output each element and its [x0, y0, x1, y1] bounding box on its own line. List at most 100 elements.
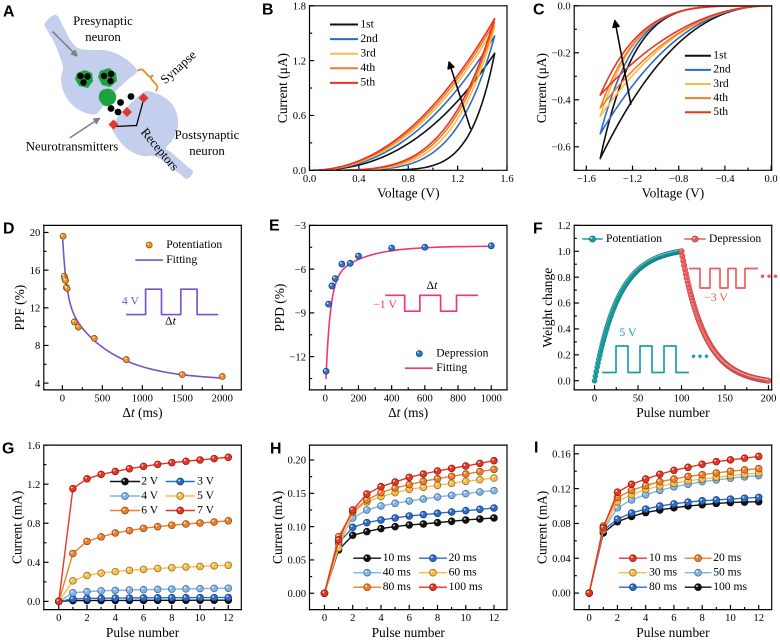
- svg-text:Voltage (V): Voltage (V): [642, 186, 705, 201]
- svg-text:Current (mA): Current (mA): [9, 491, 24, 564]
- svg-text:1.2: 1.2: [293, 56, 306, 67]
- svg-text:0.0: 0.0: [557, 376, 570, 387]
- svg-text:Potentiation: Potentiation: [606, 232, 662, 245]
- svg-text:neuron: neuron: [189, 144, 225, 158]
- svg-text:5th: 5th: [360, 76, 375, 89]
- svg-text:G: G: [2, 441, 14, 458]
- svg-text:0.0: 0.0: [557, 1, 570, 12]
- svg-text:0.12: 0.12: [552, 484, 571, 495]
- svg-text:I: I: [534, 440, 538, 457]
- svg-text:5 V: 5 V: [619, 325, 637, 339]
- svg-text:Fitting: Fitting: [436, 361, 467, 374]
- svg-text:0.6: 0.6: [293, 111, 306, 122]
- svg-text:1.2: 1.2: [27, 480, 40, 491]
- svg-text:PPD (%): PPD (%): [272, 284, 287, 332]
- svg-text:Fitting: Fitting: [166, 253, 197, 266]
- svg-text:0.00: 0.00: [552, 589, 571, 600]
- svg-text:1st: 1st: [360, 17, 374, 30]
- svg-text:0.8: 0.8: [557, 273, 570, 284]
- svg-text:0.0: 0.0: [764, 174, 777, 185]
- svg-text:2: 2: [84, 613, 89, 624]
- svg-text:10: 10: [195, 613, 206, 624]
- svg-text:100 ms: 100 ms: [713, 580, 747, 593]
- svg-text:50: 50: [633, 393, 644, 404]
- svg-text:−9: −9: [295, 309, 306, 320]
- svg-text:2000: 2000: [212, 393, 233, 404]
- svg-text:40 ms: 40 ms: [383, 565, 412, 578]
- svg-text:100: 100: [674, 393, 690, 404]
- svg-text:Δ t: Δ t: [427, 269, 440, 294]
- svg-text:−0.2: −0.2: [552, 48, 571, 59]
- svg-text:0: 0: [323, 393, 328, 404]
- svg-text:2: 2: [350, 613, 355, 624]
- svg-text:−0.8: −0.8: [669, 174, 688, 185]
- svg-text:−0.6: −0.6: [552, 142, 571, 153]
- svg-text:50 ms: 50 ms: [713, 565, 742, 578]
- svg-text:−3: −3: [295, 221, 306, 232]
- svg-text:H: H: [270, 441, 281, 458]
- svg-text:800: 800: [450, 393, 466, 404]
- svg-text:−1.2: −1.2: [623, 174, 642, 185]
- svg-text:10: 10: [725, 613, 736, 624]
- svg-text:Postsynaptic: Postsynaptic: [175, 128, 240, 142]
- svg-text:0.0: 0.0: [293, 166, 306, 177]
- svg-text:E: E: [269, 218, 280, 235]
- svg-text:Pulse number: Pulse number: [636, 625, 710, 640]
- svg-text:500: 500: [94, 393, 110, 404]
- svg-text:12: 12: [489, 613, 500, 624]
- svg-text:A: A: [3, 4, 15, 21]
- svg-text:8: 8: [700, 613, 705, 624]
- svg-text:3rd: 3rd: [713, 77, 729, 90]
- svg-text:12: 12: [753, 613, 764, 624]
- svg-text:6 V: 6 V: [141, 503, 158, 516]
- svg-text:150: 150: [717, 393, 733, 404]
- svg-text:neuron: neuron: [85, 30, 121, 44]
- svg-text:0.0: 0.0: [27, 597, 40, 608]
- svg-text:Pulse number: Pulse number: [636, 405, 710, 420]
- svg-text:0.4: 0.4: [27, 558, 41, 569]
- svg-text:0.16: 0.16: [552, 449, 571, 460]
- svg-text:12: 12: [223, 613, 234, 624]
- svg-text:Δ ( m: Δ ( m s ) t: [388, 397, 434, 422]
- svg-text:Pulse number: Pulse number: [106, 625, 180, 640]
- svg-text:B: B: [262, 2, 273, 19]
- svg-text:4: 4: [113, 613, 119, 624]
- svg-text:16: 16: [30, 266, 41, 277]
- svg-text:4 V: 4 V: [141, 489, 158, 502]
- svg-text:Presynaptic: Presynaptic: [73, 14, 133, 28]
- svg-text:0.4: 0.4: [557, 325, 571, 336]
- svg-text:4th: 4th: [713, 91, 728, 104]
- svg-text:1.2: 1.2: [451, 174, 464, 185]
- svg-text:0.04: 0.04: [552, 554, 571, 565]
- svg-text:400: 400: [384, 393, 400, 404]
- svg-text:7 V: 7 V: [197, 503, 214, 516]
- svg-text:Potentiation: Potentiation: [166, 238, 222, 251]
- svg-text:F: F: [533, 221, 543, 238]
- svg-text:80 ms: 80 ms: [649, 580, 678, 593]
- svg-text:0.10: 0.10: [287, 522, 306, 533]
- svg-text:0.6: 0.6: [557, 299, 570, 310]
- svg-text:1.6: 1.6: [27, 441, 40, 452]
- svg-text:0: 0: [587, 613, 592, 624]
- svg-text:6: 6: [407, 613, 412, 624]
- svg-text:−12: −12: [289, 352, 306, 363]
- svg-text:10 ms: 10 ms: [649, 551, 678, 564]
- svg-text:6: 6: [671, 613, 676, 624]
- svg-text:2: 2: [615, 613, 620, 624]
- svg-text:Voltage (V): Voltage (V): [377, 186, 440, 201]
- svg-text:0: 0: [592, 393, 597, 404]
- svg-text:1000: 1000: [132, 393, 153, 404]
- svg-text:12: 12: [30, 303, 41, 314]
- svg-text:1000: 1000: [481, 393, 502, 404]
- svg-text:4: 4: [378, 613, 384, 624]
- svg-text:0.20: 0.20: [287, 456, 306, 467]
- svg-text:20 ms: 20 ms: [449, 551, 478, 564]
- svg-text:0: 0: [60, 393, 65, 404]
- svg-text:Current (mA): Current (mA): [535, 491, 550, 564]
- svg-text:1.8: 1.8: [293, 1, 306, 12]
- svg-text:Depression: Depression: [709, 232, 761, 245]
- svg-text:1500: 1500: [172, 393, 193, 404]
- svg-text:PPF (%): PPF (%): [12, 285, 27, 331]
- svg-text:−6: −6: [295, 265, 306, 276]
- svg-text:• • •: • • •: [691, 350, 709, 366]
